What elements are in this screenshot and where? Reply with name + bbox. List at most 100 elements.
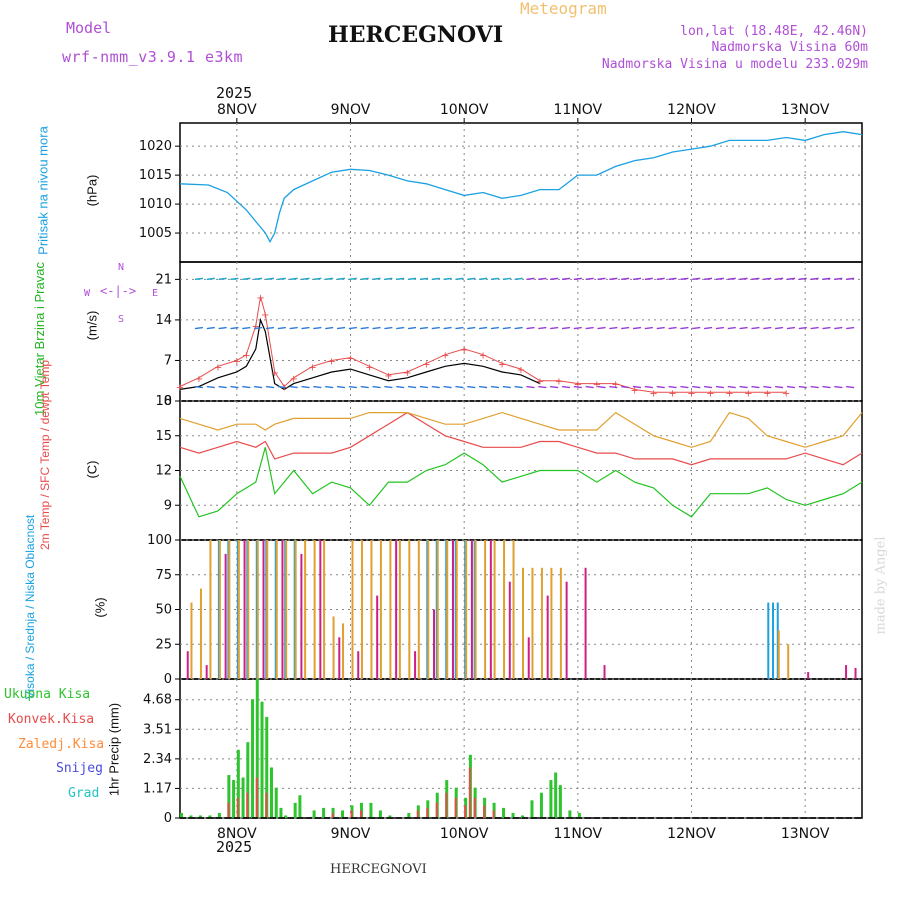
wind-barb: [206, 277, 215, 281]
wind-barb: [396, 277, 405, 281]
wind-barb: [609, 385, 618, 389]
gust-marker: +: [422, 359, 430, 370]
wind-barb: [668, 385, 677, 389]
mid-cloud-bar: [266, 540, 269, 679]
conv-precip-bar: [350, 810, 353, 818]
bottom-day-label: 11NOV: [554, 826, 603, 842]
total-precip-bar: [255, 679, 259, 818]
wind-barb: [644, 385, 653, 389]
wind-barb: [265, 385, 275, 389]
low-cloud-bar: [845, 665, 848, 679]
wind-barb: [348, 277, 357, 281]
wind-barb: [455, 326, 464, 330]
y-tick-label: 0: [164, 394, 172, 409]
wind-gust-line: [179, 296, 787, 393]
wind-barb: [668, 277, 677, 281]
wind-barb: [846, 277, 855, 281]
wind-barb: [467, 326, 476, 330]
total-precip-bar: [502, 807, 506, 818]
y-tick-label: 14: [155, 313, 172, 328]
wind-barb: [455, 277, 464, 281]
mid-cloud-bar: [436, 540, 439, 679]
low-cloud-bar: [300, 553, 303, 679]
wind-barb: [739, 277, 748, 281]
total-precip-bar: [530, 800, 534, 818]
wind-barb: [585, 326, 594, 330]
wind-barb: [325, 277, 334, 281]
wind-barb: [526, 277, 535, 281]
low-cloud-bar: [489, 540, 492, 679]
y-tick-label: 0: [164, 811, 172, 826]
wind-barb: [313, 326, 322, 330]
low-cloud-bar: [357, 651, 360, 679]
wind-barb: [727, 326, 736, 330]
wind-barb: [443, 326, 452, 330]
total-precip-bar: [260, 701, 264, 818]
wind-barb: [289, 326, 298, 330]
y-tick-label: 75: [155, 568, 172, 583]
gust-marker: +: [242, 351, 250, 362]
total-precip-bar: [251, 699, 255, 818]
low-cloud-bar: [565, 581, 568, 679]
wind-barb: [325, 385, 334, 389]
low-cloud-bar: [807, 672, 810, 679]
wind-speed-line: [179, 317, 541, 391]
wind-barb: [810, 326, 819, 330]
wind-barb: [715, 326, 725, 330]
mid-cloud-bar: [247, 540, 250, 679]
top-day-label: 13NOV: [781, 102, 830, 118]
wind-barb: [265, 277, 275, 281]
gust-marker: +: [252, 322, 260, 333]
conv-precip-bar: [464, 805, 467, 818]
y-tick-label: 15: [155, 429, 172, 444]
wind-barb: [526, 326, 535, 330]
low-cloud-bar: [243, 540, 246, 679]
total-precip-bar: [227, 775, 231, 818]
wind-barb: [727, 277, 736, 281]
mid-cloud-bar: [323, 540, 326, 679]
y-tick-label: 1.17: [143, 781, 172, 796]
y-tick-label: 1005: [139, 226, 172, 241]
mid-cloud-bar: [465, 540, 468, 679]
total-precip-bar: [521, 815, 524, 818]
wind-barb: [621, 326, 630, 330]
low-cloud-bar: [395, 540, 398, 679]
mid-cloud-bar: [512, 540, 515, 679]
conv-precip-bar: [492, 810, 495, 818]
wind-barb: [834, 326, 843, 330]
wind-barb: [763, 385, 772, 389]
mid-cloud-bar: [304, 540, 307, 679]
footer-station: HERCEGNOVI: [330, 862, 427, 877]
bottom-day-label: 8NOV: [217, 826, 257, 842]
wind-barb: [242, 385, 251, 389]
page-title: HERCEGNOVI: [328, 22, 504, 48]
wind-barb: [336, 326, 346, 330]
bottom-year-label: 2025: [216, 838, 253, 856]
wind-barb: [277, 385, 286, 389]
wind-barb: [230, 277, 239, 281]
conv-precip-bar: [246, 792, 249, 818]
gust-marker: +: [763, 388, 771, 399]
wind-barb: [692, 385, 701, 389]
wind-barb: [656, 326, 665, 330]
wind-barb: [739, 326, 748, 330]
wind-barb: [218, 326, 227, 330]
mid-cloud-bar: [237, 540, 240, 679]
wind-barb: [585, 277, 594, 281]
wind-barb: [479, 385, 488, 389]
gust-marker: +: [261, 310, 269, 321]
panel-frame-0: [179, 122, 863, 263]
gust-marker: +: [441, 351, 449, 362]
low-cloud-bar: [470, 540, 473, 679]
wind-barb: [550, 326, 559, 330]
wind-barb: [514, 277, 523, 281]
wind-barb: [585, 385, 594, 389]
total-precip-bar: [274, 787, 278, 818]
wind-barb: [751, 385, 760, 389]
low-cloud-bar: [508, 581, 511, 679]
total-precip-bar: [198, 815, 202, 818]
wind-barb: [479, 326, 488, 330]
top-day-label: 9NOV: [331, 102, 371, 118]
low-cloud-bar: [205, 665, 208, 679]
wind-barb: [348, 385, 357, 389]
